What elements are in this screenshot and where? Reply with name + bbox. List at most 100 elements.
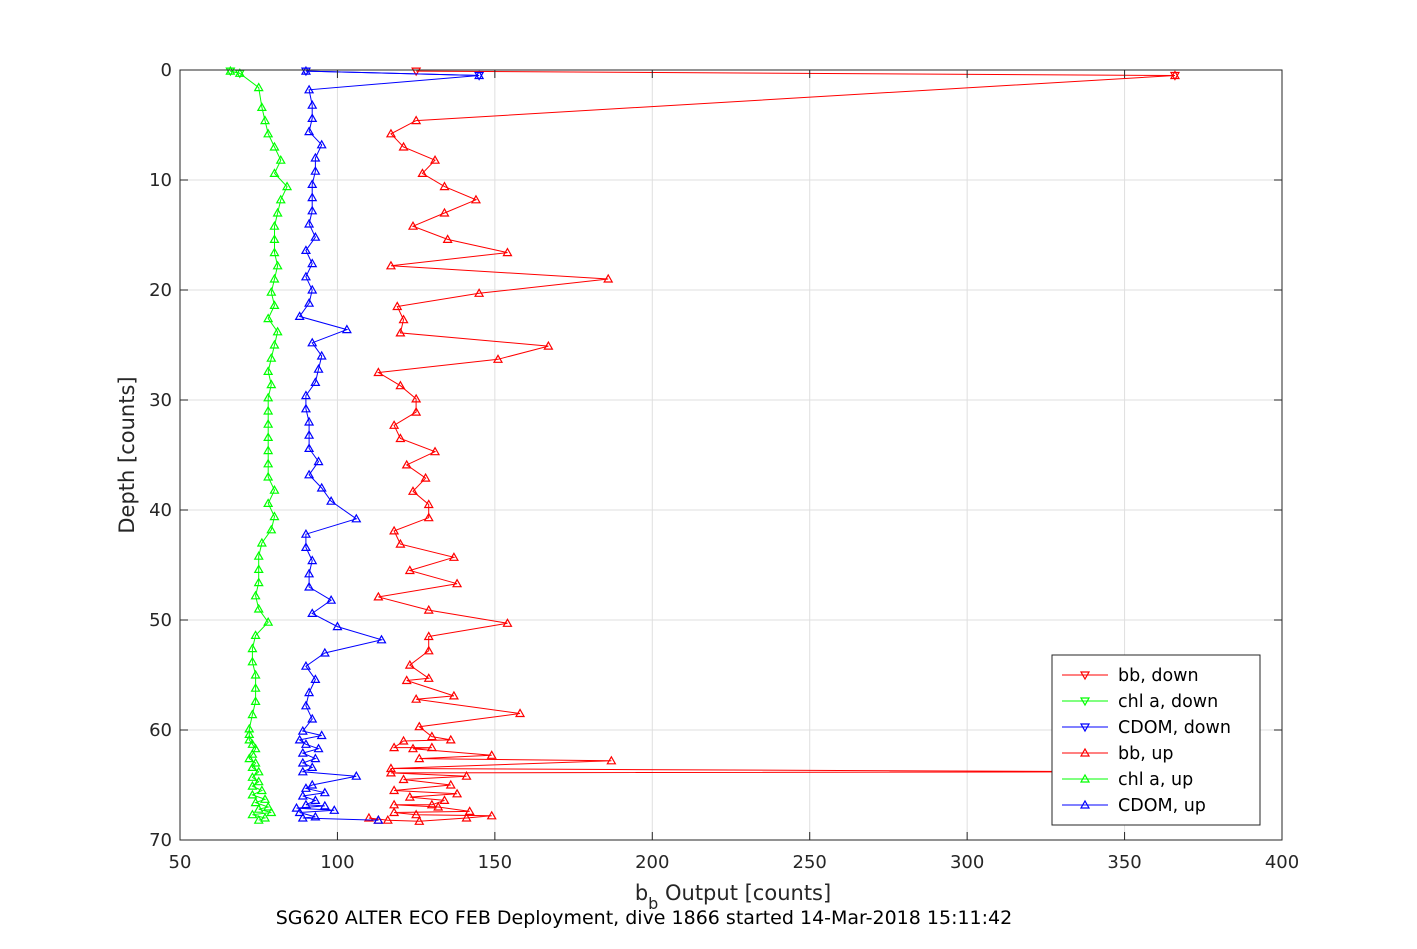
data-point-cdom-up <box>313 363 324 373</box>
data-point-bb-up <box>452 578 463 588</box>
data-point-chl-a-up <box>269 273 280 283</box>
data-point-cdom-up <box>329 805 340 814</box>
data-point-chl-a-up <box>269 220 280 230</box>
data-point-cdom-up <box>316 730 327 740</box>
y-tick-label: 0 <box>161 60 172 81</box>
data-point-bb-up <box>407 486 419 495</box>
data-point-chl-a-up <box>253 577 264 587</box>
x-tick-label: 200 <box>635 852 669 873</box>
data-point-bb-up <box>430 154 441 164</box>
data-point-cdom-up <box>294 311 305 320</box>
data-point-bb-up <box>486 750 497 759</box>
data-point-cdom-up <box>300 799 311 809</box>
data-point-chl-a-up <box>263 313 274 323</box>
data-point-chl-a-up <box>259 794 271 803</box>
data-point-chl-a-up <box>247 789 258 799</box>
data-point-bb-up <box>395 538 406 548</box>
data-point-bb-up <box>445 734 456 744</box>
series-line-cdom-down <box>305 70 480 76</box>
x-tick-label: 300 <box>950 852 984 873</box>
series-chl-a-up <box>225 65 293 824</box>
legend-marker-swatch <box>1079 671 1091 681</box>
data-point-chl-a-up <box>244 753 255 763</box>
data-point-cdom-up <box>307 179 318 188</box>
data-point-cdom-up <box>307 205 318 215</box>
data-point-cdom-up <box>300 660 311 670</box>
data-point-bb-up <box>385 260 396 270</box>
data-point-bb-up <box>502 247 513 257</box>
legend-marker-swatch <box>1079 723 1091 733</box>
data-point-cdom-up <box>297 725 308 735</box>
data-point-bb-up <box>486 810 497 820</box>
data-point-chl-a-up <box>247 656 258 666</box>
data-point-bb-up <box>398 774 409 784</box>
legend-item-chl-a-down[interactable]: chl a, down <box>1062 692 1218 712</box>
data-point-bb-up <box>492 354 504 363</box>
data-point-cdom-up <box>313 743 324 753</box>
data-point-chl-a-up <box>263 392 274 402</box>
data-point-bb-up <box>426 742 437 752</box>
data-point-chl-a-up <box>259 115 271 125</box>
data-point-bb-up <box>411 809 422 819</box>
data-point-bb-up <box>363 812 374 822</box>
data-point-chl-a-up <box>269 168 280 177</box>
data-point-cdom-up <box>307 337 318 347</box>
data-point-bb-up <box>414 721 425 731</box>
data-point-chl-a-up <box>250 696 261 705</box>
data-point-cdom-up <box>294 734 305 744</box>
data-point-cdom-up <box>304 687 315 697</box>
data-point-chl-a-up <box>250 797 261 807</box>
data-point-cdom-up <box>319 787 330 797</box>
legend-box <box>1051 654 1261 826</box>
data-point-cdom-up <box>310 377 321 386</box>
data-point-bb-up <box>404 791 415 801</box>
legend-item-bb-up[interactable]: bb, up <box>1062 744 1174 764</box>
data-point-chl-a-up <box>275 154 286 164</box>
data-point-chl-a-up <box>253 803 264 813</box>
data-point-chl-a-up <box>256 785 267 795</box>
data-point-chl-a-up <box>263 405 274 415</box>
data-point-bb-up <box>373 367 384 377</box>
legend-label: CDOM, down <box>1118 718 1231 738</box>
data-point-cdom-up <box>300 403 311 413</box>
series-bb-down <box>411 67 1180 81</box>
data-point-chl-a-up <box>253 564 264 573</box>
series-line-cdom-up <box>296 70 480 821</box>
data-point-chl-a-up <box>269 484 280 494</box>
data-point-chl-a-up <box>247 709 258 719</box>
data-point-cdom-up <box>300 739 311 748</box>
data-point-bb-up <box>395 433 406 443</box>
data-point-chl-a-up <box>263 128 274 138</box>
data-point-cdom-up <box>297 747 308 757</box>
data-point-bb-up <box>389 742 400 752</box>
data-point-bb-up <box>426 731 437 741</box>
data-point-cdom-up <box>300 390 311 400</box>
data-point-chl-a-up <box>256 102 267 111</box>
x-axis-label: bb Output [counts] <box>635 881 831 913</box>
legend-item-bb-down[interactable]: bb, down <box>1062 666 1199 686</box>
data-point-cdom-up <box>373 814 384 824</box>
legend-item-cdom-down[interactable]: CDOM, down <box>1062 718 1231 738</box>
data-point-cdom-up <box>307 762 318 771</box>
legend-item-cdom-up[interactable]: CDOM, up <box>1062 796 1206 816</box>
data-point-chl-a-up <box>247 748 258 758</box>
data-point-chl-a-up <box>253 776 264 786</box>
data-point-chl-a-up <box>247 739 258 748</box>
data-point-chl-a-up <box>269 511 280 521</box>
data-point-cdom-up <box>310 674 321 683</box>
data-point-cdom-up <box>351 513 362 523</box>
data-point-chl-a-up <box>244 734 255 744</box>
legend-marker-swatch <box>1079 773 1091 783</box>
legend-label: bb, up <box>1118 744 1174 764</box>
caption: SG620 ALTER ECO FEB Deployment, dive 186… <box>276 907 1012 929</box>
y-tick-label: 20 <box>149 280 172 301</box>
data-point-bb-down <box>1169 71 1180 81</box>
data-point-chl-a-up <box>263 616 274 626</box>
data-point-chl-a-up <box>269 339 280 349</box>
data-point-cdom-up <box>307 99 318 109</box>
data-point-bb-up <box>430 446 441 456</box>
legend[interactable]: bb, down chl a, down CDOM, down bb, up chl a… <box>1051 654 1261 826</box>
legend-item-chl-a-up[interactable]: chl a, up <box>1062 770 1193 790</box>
data-point-cdom-up <box>316 350 327 360</box>
